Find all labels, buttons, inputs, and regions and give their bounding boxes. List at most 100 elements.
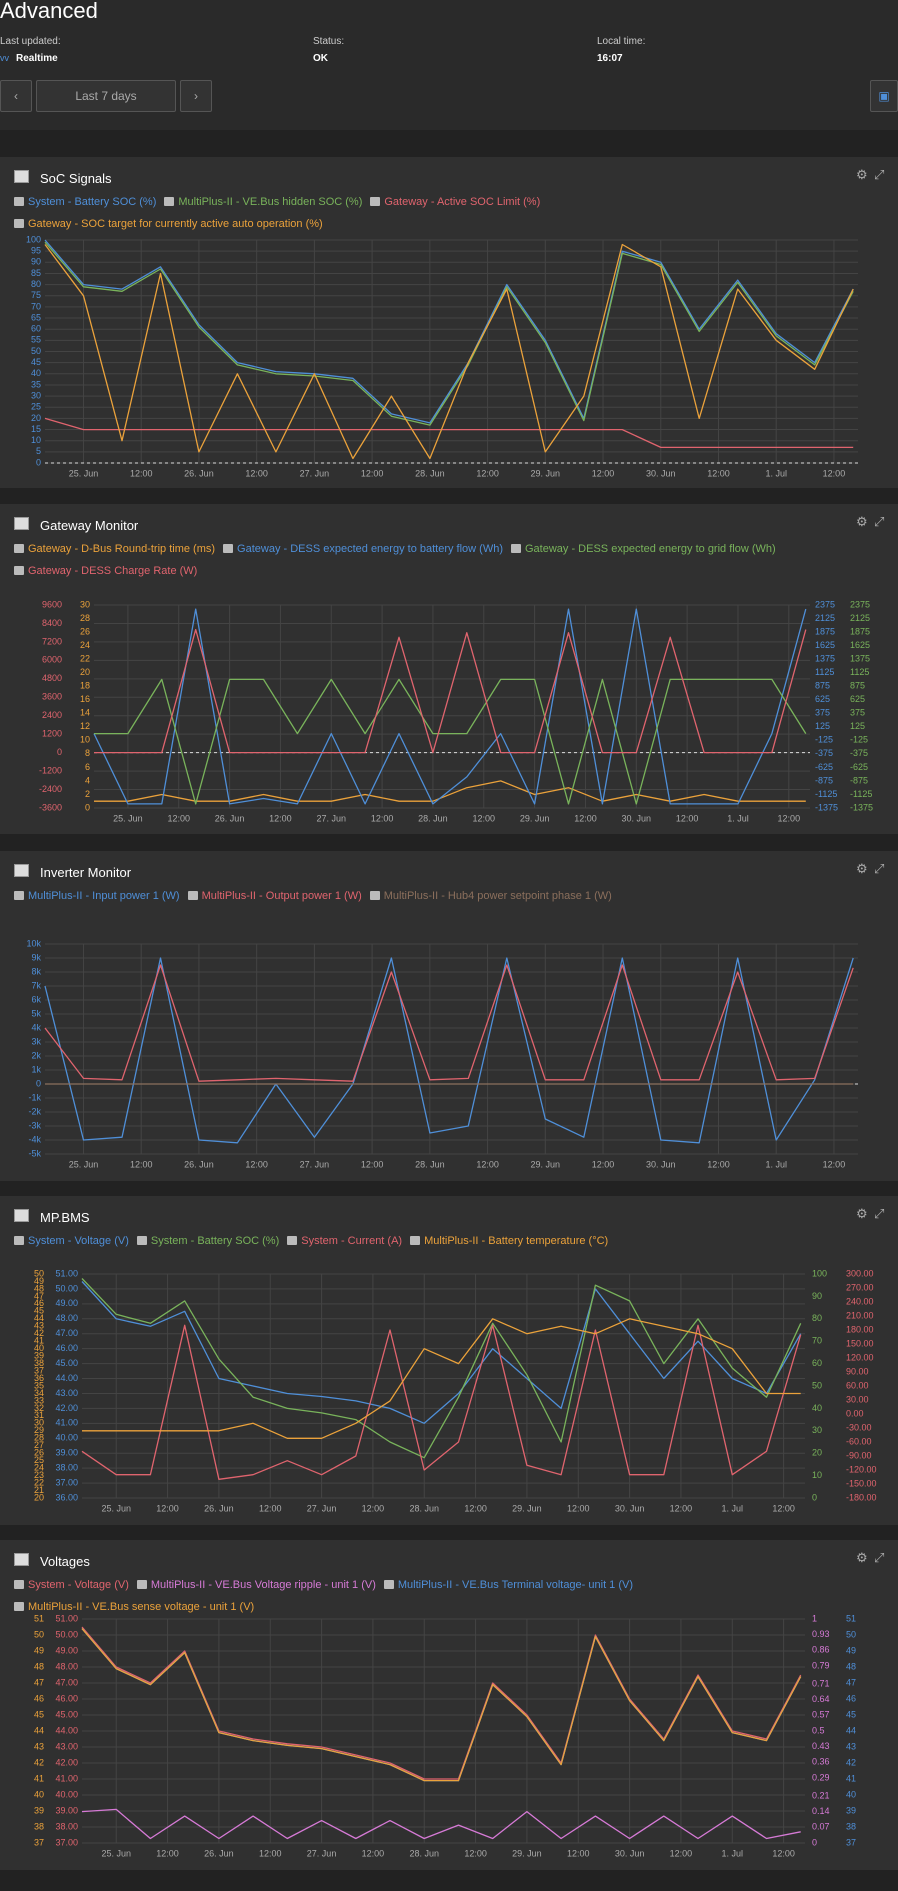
y-tick-label: 49 <box>846 1645 856 1655</box>
y-tick-label: 2375 <box>815 599 835 609</box>
y-tick-label: 270.00 <box>846 1282 874 1292</box>
y-tick-label: 9600 <box>42 599 62 609</box>
series-line <box>81 1628 802 1782</box>
y-tick-label: 100 <box>812 1268 827 1278</box>
expand-icon[interactable]: ⤢ <box>874 861 885 876</box>
y-tick-label: 90.00 <box>846 1366 869 1376</box>
y-tick-label: 38 <box>34 1358 44 1368</box>
y-tick-label: 2375 <box>850 599 870 609</box>
y-tick-label: -4k <box>28 1134 41 1144</box>
series-line <box>94 678 807 805</box>
y-tick-label: 45 <box>31 357 41 367</box>
y-tick-label: 625 <box>850 694 865 704</box>
y-tick-label: 0 <box>85 802 90 812</box>
y-tick-label: 48.00 <box>55 1313 78 1323</box>
y-tick-label: 47 <box>34 1677 44 1687</box>
y-tick-label: 2k <box>31 1050 41 1060</box>
y-tick-label: 43.00 <box>55 1741 78 1751</box>
y-tick-label: 30.00 <box>846 1394 869 1404</box>
y-tick-label: 26 <box>34 1448 44 1458</box>
settings-icon[interactable]: ⚙ <box>856 514 868 529</box>
x-tick-label: 30. Jun <box>622 813 652 823</box>
legend-swatch <box>14 544 24 553</box>
range-button[interactable]: Last 7 days <box>36 80 176 112</box>
y-tick-label: 47 <box>846 1677 856 1687</box>
settings-icon[interactable]: ⚙ <box>856 1206 868 1221</box>
y-tick-label: 36.00 <box>55 1492 78 1502</box>
y-tick-label: 0 <box>57 747 62 757</box>
legend-item[interactable]: Gateway - DESS Charge Rate (W) <box>14 565 197 577</box>
legend-item[interactable]: MultiPlus-II - Output power 1 (W) <box>187 890 362 902</box>
settings-icon[interactable]: ⚙ <box>856 167 868 182</box>
y-tick-label: 8400 <box>42 618 62 628</box>
y-tick-label: 41.00 <box>55 1418 78 1428</box>
legend-item[interactable]: System - Battery SOC (%) <box>14 196 156 208</box>
legend-swatch <box>136 1580 147 1589</box>
prev-button[interactable]: ‹ <box>0 80 32 112</box>
local-time: 16:07 <box>597 53 623 64</box>
legend-item[interactable]: MultiPlus-II - VE.Bus sense voltage - un… <box>14 1601 254 1613</box>
legend-item[interactable]: System - Battery SOC (%) <box>136 1235 279 1247</box>
chart-icon <box>14 170 29 183</box>
legend-item[interactable]: Gateway - SOC target for currently activ… <box>14 218 323 230</box>
legend-item[interactable]: System - Voltage (V) <box>14 1579 129 1591</box>
x-tick-label: 27. Jun <box>300 468 330 478</box>
x-tick-label: 29. Jun <box>512 1848 542 1858</box>
y-tick-label: 90 <box>31 257 41 267</box>
legend-item[interactable]: MultiPlus-II - VE.Bus hidden SOC (%) <box>164 196 362 208</box>
y-tick-label: 31 <box>34 1410 44 1420</box>
settings-icon[interactable]: ⚙ <box>856 1550 868 1565</box>
x-tick-label: 12:00 <box>707 1159 730 1169</box>
expand-icon[interactable]: ⤢ <box>874 1550 885 1565</box>
y-tick-label: 240.00 <box>846 1296 874 1306</box>
legend-item[interactable]: Gateway - D-Bus Round-trip time (ms) <box>14 543 215 555</box>
y-tick-label: 24 <box>80 640 90 650</box>
y-tick-label: -1375 <box>850 802 873 812</box>
y-tick-label: 25 <box>31 402 41 412</box>
x-tick-label: 12:00 <box>592 1159 615 1169</box>
y-tick-label: 6 <box>85 762 90 772</box>
legend-swatch <box>511 544 521 553</box>
y-tick-label: 49.00 <box>55 1298 78 1308</box>
last-updated-label: Last updated: <box>0 36 61 47</box>
expand-icon[interactable]: ⤢ <box>874 167 885 182</box>
settings-icon[interactable]: ⚙ <box>856 861 868 876</box>
y-tick-label: 50 <box>34 1629 44 1639</box>
legend-swatch <box>187 891 198 900</box>
realtime-icon: vv <box>0 53 9 63</box>
y-tick-label: 1 <box>812 1613 817 1623</box>
y-tick-label: 50 <box>31 346 41 356</box>
y-tick-label: 10 <box>31 435 41 445</box>
y-tick-label: 14 <box>80 708 90 718</box>
y-tick-label: 23 <box>34 1470 44 1480</box>
y-tick-label: 50.00 <box>55 1283 78 1293</box>
lock-button[interactable]: ▣ <box>870 80 898 112</box>
expand-icon[interactable]: ⤢ <box>874 514 885 529</box>
y-tick-label: 35 <box>31 379 41 389</box>
legend-item[interactable]: MultiPlus-II - VE.Bus Voltage ripple - u… <box>136 1579 376 1591</box>
y-tick-label: 48 <box>34 1283 44 1293</box>
legend-item[interactable]: MultiPlus-II - Input power 1 (W) <box>14 890 180 902</box>
legend-item[interactable]: Gateway - DESS expected energy to grid f… <box>511 543 776 555</box>
x-tick-label: 12:00 <box>772 1503 795 1513</box>
legend-item[interactable]: System - Current (A) <box>287 1235 402 1247</box>
x-tick-label: 12:00 <box>778 813 801 823</box>
y-tick-label: 47.00 <box>55 1677 78 1687</box>
legend-item[interactable]: Gateway - Active SOC Limit (%) <box>370 196 540 208</box>
y-tick-label: 40 <box>31 368 41 378</box>
legend-item[interactable]: Gateway - DESS expected energy to batter… <box>223 543 503 555</box>
legend-item[interactable]: System - Voltage (V) <box>14 1235 129 1247</box>
y-tick-label: 65 <box>31 312 41 322</box>
legend-item[interactable]: MultiPlus-II - Hub4 power setpoint phase… <box>369 890 612 902</box>
legend-item[interactable]: MultiPlus-II - Battery temperature (°C) <box>410 1235 608 1247</box>
next-button[interactable]: › <box>180 80 212 112</box>
y-tick-label: 38 <box>846 1821 856 1831</box>
y-tick-label: 44.00 <box>55 1725 78 1735</box>
y-tick-label: 40.00 <box>55 1789 78 1799</box>
y-tick-label: 41 <box>34 1773 44 1783</box>
y-tick-label: 49.00 <box>55 1645 78 1655</box>
expand-icon[interactable]: ⤢ <box>874 1206 885 1221</box>
legend: System - Battery SOC (%) MultiPlus-II - V… <box>14 191 864 235</box>
legend-item[interactable]: MultiPlus-II - VE.Bus Terminal voltage- … <box>383 1579 633 1591</box>
x-tick-label: 12:00 <box>259 1848 282 1858</box>
